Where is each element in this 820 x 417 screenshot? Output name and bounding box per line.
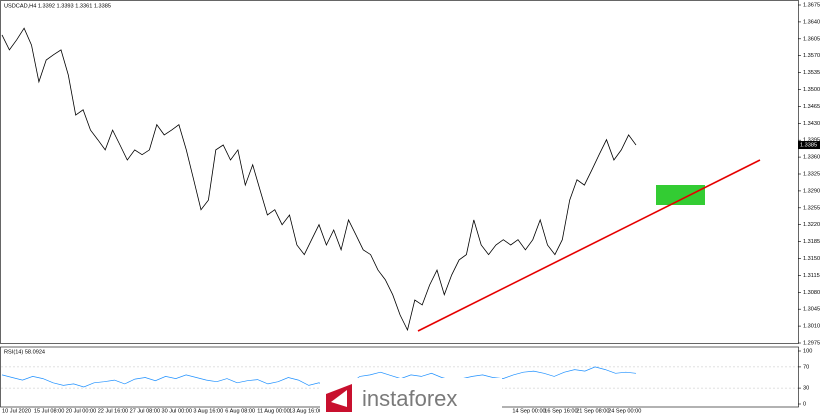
target-zone (656, 185, 705, 205)
x-tick-label: 16 Sep 16:00 (544, 408, 577, 414)
x-tick-label: 21 Sep 08:00 (576, 408, 609, 414)
y-tick-label: 1.3290 (803, 188, 820, 194)
price-panel-frame (0, 0, 799, 344)
x-tick-label: 11 Aug 00:00 (257, 408, 290, 414)
y-tick-label: 1.3675 (803, 2, 820, 8)
y-tick-label: 1.3605 (803, 36, 820, 42)
y-tick-label: 1.2975 (803, 340, 820, 346)
x-tick-label: 22 Jul 16:00 (98, 408, 128, 414)
x-tick-label: 14 Sep 00:00 (512, 408, 545, 414)
y-tick-label: 1.3185 (803, 239, 820, 245)
y-tick-label: 0 (803, 401, 806, 407)
trend-line (417, 159, 761, 332)
watermark-text: instaforex (362, 386, 457, 411)
x-tick-label: 20 Jul 00:00 (66, 408, 96, 414)
y-tick-label: 1.3465 (803, 104, 820, 110)
x-tick-label: 15 Jul 08:00 (34, 408, 64, 414)
y-tick-label: 1.3080 (803, 290, 820, 296)
x-tick-label: 3 Aug 16:00 (193, 408, 223, 414)
x-tick-label: 6 Aug 08:00 (225, 408, 255, 414)
y-tick-label: 70 (803, 364, 809, 370)
x-tick-label: 10 Jul 2020 (2, 408, 31, 414)
y-tick-label: 1.3220 (803, 222, 820, 228)
x-tick-label: 13 Aug 16:00 (289, 408, 322, 414)
y-tick-label: 1.3430 (803, 121, 820, 127)
y-tick-label: 1.3010 (803, 324, 820, 330)
y-tick-label: 1.3535 (803, 70, 820, 76)
x-tick-label: 27 Jul 08:00 (130, 408, 160, 414)
y-tick-label: 30 (803, 386, 809, 392)
y-tick-label: 1.3115 (803, 273, 820, 279)
y-tick-label: 1.3325 (803, 171, 820, 177)
y-tick-label: 1.3255 (803, 205, 820, 211)
rsi-title: RSI(14) 58.0924 (4, 349, 45, 355)
watermark-icon-mark (331, 390, 347, 407)
x-tick-label: 30 Jul 00:00 (162, 408, 192, 414)
y-tick-label: 1.3360 (803, 155, 820, 161)
chart-title: USDCAD,H4 1.3392 1.3393 1.3361 1.3385 (4, 3, 111, 9)
last-price-box (798, 141, 820, 150)
y-tick-label: 1.3150 (803, 256, 820, 262)
watermark: instaforex (320, 378, 502, 417)
y-tick-label: 1.3045 (803, 307, 820, 313)
y-tick-label: 1.3570 (803, 53, 820, 59)
y-tick-label: 100 (803, 348, 812, 354)
x-tick-label: 24 Sep 00:00 (608, 408, 641, 414)
rsi-line (1, 366, 637, 389)
y-tick-label: 1.3640 (803, 19, 820, 25)
y-tick-label: 1.3500 (803, 87, 820, 93)
y-tick-label: 1.3395 (803, 138, 820, 144)
price-line (1, 27, 637, 332)
last-price-label: 1.3385 (800, 143, 817, 149)
